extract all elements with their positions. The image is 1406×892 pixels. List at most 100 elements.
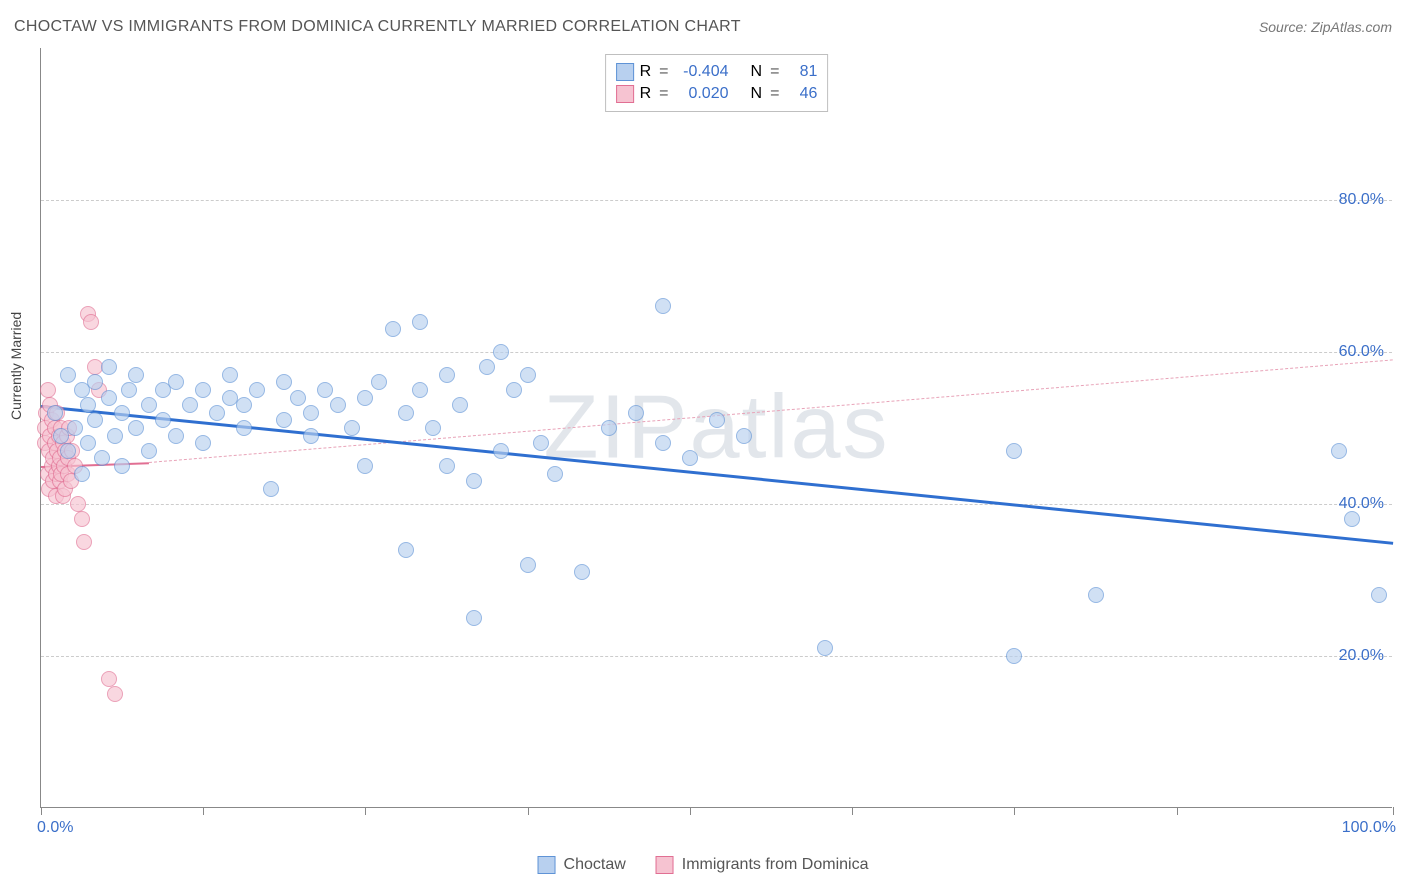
- stats-n-label: N: [751, 63, 763, 81]
- x-tick: [1177, 807, 1178, 815]
- data-point: [80, 435, 96, 451]
- data-point: [128, 367, 144, 383]
- data-point: [479, 359, 495, 375]
- data-point: [222, 367, 238, 383]
- data-point: [398, 542, 414, 558]
- data-point: [168, 428, 184, 444]
- data-point: [107, 428, 123, 444]
- data-point: [114, 405, 130, 421]
- x-tick: [690, 807, 691, 815]
- data-point: [209, 405, 225, 421]
- data-point: [357, 390, 373, 406]
- data-point: [344, 420, 360, 436]
- x-axis-min-label: 0.0%: [37, 819, 73, 837]
- data-point: [520, 367, 536, 383]
- y-tick-label: 20.0%: [1339, 647, 1384, 665]
- legend-swatch-1: [538, 856, 556, 874]
- data-point: [87, 412, 103, 428]
- data-point: [412, 314, 428, 330]
- data-point: [317, 382, 333, 398]
- data-point: [655, 435, 671, 451]
- legend-item-series2: Immigrants from Dominica: [656, 856, 869, 874]
- chart-title: CHOCTAW VS IMMIGRANTS FROM DOMINICA CURR…: [14, 18, 741, 36]
- data-point: [385, 321, 401, 337]
- data-point: [682, 450, 698, 466]
- data-point: [276, 412, 292, 428]
- y-tick-label: 60.0%: [1339, 343, 1384, 361]
- data-point: [101, 359, 117, 375]
- data-point: [80, 397, 96, 413]
- data-point: [74, 511, 90, 527]
- data-point: [128, 420, 144, 436]
- stats-row-series1: R = -0.404 N = 81: [616, 61, 818, 83]
- data-point: [94, 450, 110, 466]
- stats-eq: =: [659, 85, 668, 103]
- data-point: [439, 367, 455, 383]
- y-tick-label: 80.0%: [1339, 191, 1384, 209]
- x-tick: [41, 807, 42, 815]
- data-point: [74, 466, 90, 482]
- data-point: [493, 344, 509, 360]
- data-point: [466, 610, 482, 626]
- data-point: [1088, 587, 1104, 603]
- swatch-series2: [616, 85, 634, 103]
- data-point: [303, 428, 319, 444]
- data-point: [195, 435, 211, 451]
- bottom-legend: Choctaw Immigrants from Dominica: [538, 856, 869, 874]
- stats-n-value-1: 81: [787, 63, 817, 81]
- stats-eq: =: [770, 63, 779, 81]
- grid-line: [41, 200, 1392, 201]
- data-point: [1331, 443, 1347, 459]
- data-point: [412, 382, 428, 398]
- stats-n-value-2: 46: [787, 85, 817, 103]
- data-point: [574, 564, 590, 580]
- stats-n-label: N: [751, 85, 763, 103]
- source-prefix: Source:: [1259, 19, 1311, 35]
- data-point: [371, 374, 387, 390]
- data-point: [47, 405, 63, 421]
- x-tick: [203, 807, 204, 815]
- stats-eq: =: [659, 63, 668, 81]
- data-point: [60, 443, 76, 459]
- data-point: [67, 420, 83, 436]
- grid-line: [41, 352, 1392, 353]
- grid-line: [41, 656, 1392, 657]
- data-point: [87, 374, 103, 390]
- legend-item-series1: Choctaw: [538, 856, 626, 874]
- data-point: [533, 435, 549, 451]
- data-point: [655, 298, 671, 314]
- data-point: [1006, 648, 1022, 664]
- stats-eq: =: [770, 85, 779, 103]
- data-point: [263, 481, 279, 497]
- data-point: [709, 412, 725, 428]
- data-point: [83, 314, 99, 330]
- data-point: [303, 405, 319, 421]
- data-point: [466, 473, 482, 489]
- data-point: [195, 382, 211, 398]
- data-point: [141, 397, 157, 413]
- data-point: [236, 420, 252, 436]
- x-tick: [1014, 807, 1015, 815]
- data-point: [452, 397, 468, 413]
- grid-line: [41, 504, 1392, 505]
- data-point: [1006, 443, 1022, 459]
- data-point: [121, 382, 137, 398]
- stats-r-label: R: [640, 85, 652, 103]
- legend-swatch-2: [656, 856, 674, 874]
- data-point: [398, 405, 414, 421]
- data-point: [628, 405, 644, 421]
- data-point: [357, 458, 373, 474]
- data-point: [40, 382, 56, 398]
- data-point: [141, 443, 157, 459]
- data-point: [425, 420, 441, 436]
- data-point: [736, 428, 752, 444]
- data-point: [101, 390, 117, 406]
- legend-label-2: Immigrants from Dominica: [682, 856, 869, 874]
- data-point: [1371, 587, 1387, 603]
- data-point: [330, 397, 346, 413]
- data-point: [60, 367, 76, 383]
- data-point: [276, 374, 292, 390]
- data-point: [249, 382, 265, 398]
- legend-label-1: Choctaw: [564, 856, 626, 874]
- data-point: [76, 534, 92, 550]
